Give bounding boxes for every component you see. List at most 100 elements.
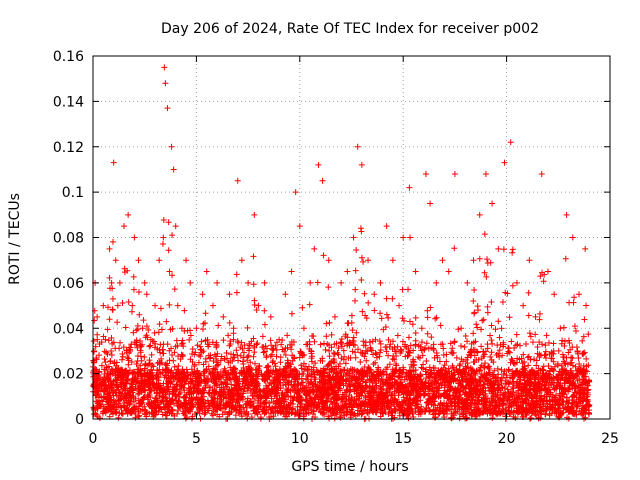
- data-point: [382, 323, 389, 330]
- data-point: [536, 404, 543, 411]
- data-point: [211, 351, 218, 358]
- data-point: [348, 312, 355, 319]
- data-point: [358, 367, 365, 374]
- data-point: [288, 310, 295, 317]
- data-point: [342, 389, 349, 396]
- data-point: [347, 381, 354, 388]
- data-point: [181, 411, 188, 418]
- data-point: [577, 387, 584, 394]
- data-point: [536, 392, 543, 399]
- data-point: [314, 387, 321, 394]
- data-point: [539, 378, 546, 385]
- data-point: [174, 402, 181, 409]
- data-point: [238, 393, 245, 400]
- data-point: [583, 397, 590, 404]
- data-point: [349, 348, 356, 355]
- data-point: [482, 348, 489, 355]
- data-point: [523, 389, 530, 396]
- data-point: [353, 246, 360, 253]
- data-point: [338, 355, 345, 362]
- data-point: [351, 401, 358, 408]
- data-point: [424, 307, 431, 314]
- data-point: [510, 385, 517, 392]
- data-point: [306, 401, 313, 408]
- data-point: [517, 390, 524, 397]
- data-point: [384, 390, 391, 397]
- data-point: [173, 393, 180, 400]
- data-point: [244, 324, 251, 331]
- data-point: [358, 387, 365, 394]
- data-point: [227, 396, 234, 403]
- data-point: [572, 385, 579, 392]
- data-point: [571, 389, 578, 396]
- data-point: [401, 406, 408, 413]
- data-point: [137, 367, 144, 374]
- data-point: [540, 278, 547, 285]
- data-point: [281, 392, 288, 399]
- data-point: [440, 345, 447, 352]
- data-point: [260, 344, 267, 351]
- data-point: [389, 295, 396, 302]
- data-point: [494, 365, 501, 372]
- data-point: [405, 286, 412, 293]
- data-point: [160, 350, 167, 357]
- data-point: [415, 409, 422, 416]
- data-point: [458, 374, 465, 381]
- data-point: [553, 408, 560, 415]
- data-point: [585, 331, 592, 338]
- data-point: [554, 362, 561, 369]
- data-point: [573, 367, 580, 374]
- data-point: [104, 326, 111, 333]
- data-point: [238, 413, 245, 420]
- data-point: [493, 352, 500, 359]
- data-point: [259, 372, 266, 379]
- data-point: [539, 398, 546, 405]
- data-point: [107, 398, 114, 405]
- data-point: [569, 362, 576, 369]
- data-point: [525, 353, 532, 360]
- data-point: [467, 377, 474, 384]
- data-point: [359, 376, 366, 383]
- data-point: [240, 390, 247, 397]
- data-point: [158, 326, 165, 333]
- data-point: [312, 360, 319, 367]
- data-point: [151, 329, 158, 336]
- data-point: [453, 365, 460, 372]
- data-point: [461, 398, 468, 405]
- data-point: [432, 315, 439, 322]
- data-point: [560, 409, 567, 416]
- data-point: [409, 386, 416, 393]
- data-point: [447, 406, 454, 413]
- data-point: [306, 301, 313, 308]
- data-point: [166, 347, 173, 354]
- data-point: [300, 379, 307, 386]
- data-point: [164, 366, 171, 373]
- data-point: [446, 387, 453, 394]
- data-point: [311, 402, 318, 409]
- data-point: [527, 386, 534, 393]
- data-point: [205, 352, 212, 359]
- data-point: [441, 362, 448, 369]
- data-point: [268, 395, 275, 402]
- data-point: [377, 310, 384, 317]
- data-point: [114, 319, 121, 326]
- data-point: [574, 403, 581, 410]
- data-point: [536, 353, 543, 360]
- data-point: [160, 216, 167, 223]
- data-point: [439, 341, 446, 348]
- data-point: [358, 411, 365, 418]
- data-point: [509, 246, 516, 253]
- data-point: [396, 404, 403, 411]
- data-point: [559, 385, 566, 392]
- data-point: [121, 265, 128, 272]
- data-point: [458, 356, 465, 363]
- data-point: [434, 404, 441, 411]
- data-point: [509, 368, 516, 375]
- data-point: [416, 354, 423, 361]
- data-point: [170, 384, 177, 391]
- data-point: [472, 338, 479, 345]
- data-point: [543, 380, 550, 387]
- data-point: [309, 353, 316, 360]
- data-point: [411, 380, 418, 387]
- data-point: [492, 326, 499, 333]
